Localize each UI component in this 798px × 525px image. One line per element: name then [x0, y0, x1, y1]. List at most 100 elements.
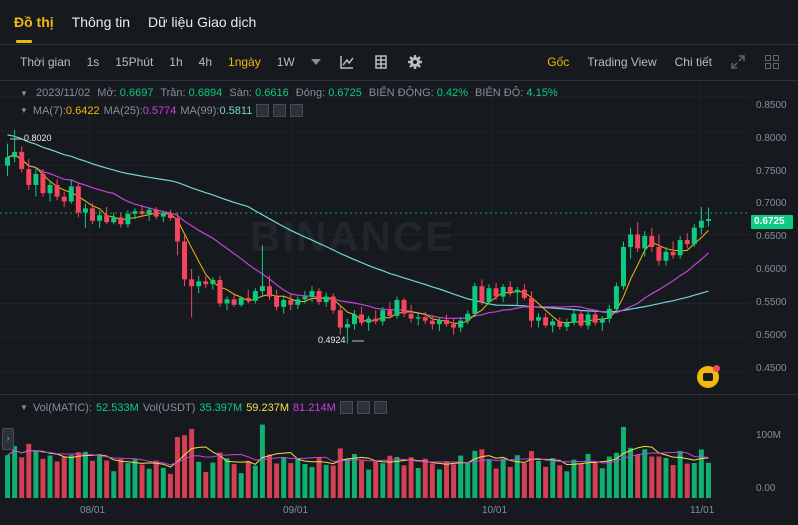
- candle: [82, 208, 88, 213]
- candle: [628, 234, 634, 247]
- volume-bar: [536, 460, 542, 498]
- volume-bar: [698, 449, 704, 498]
- candle: [295, 299, 301, 305]
- view-original[interactable]: Gốc: [547, 55, 570, 69]
- volume-axis[interactable]: 100M 0.00: [750, 395, 798, 503]
- settings-vol-icon[interactable]: [356, 401, 370, 414]
- candle: [288, 300, 294, 305]
- tab-chart[interactable]: Đồ thị: [14, 14, 54, 30]
- close-label: Đóng:: [295, 87, 326, 99]
- candle: [698, 220, 704, 228]
- volume-bar: [621, 426, 626, 498]
- top-tabs: Đồ thị Thông tin Dữ liệu Giao dịch: [0, 0, 798, 44]
- volume-bar: [677, 451, 683, 498]
- interval-1h[interactable]: 1h: [169, 55, 183, 69]
- volume-bar: [224, 458, 230, 498]
- interval-1d[interactable]: 1ngày: [228, 55, 261, 69]
- volume-bar: [281, 457, 287, 498]
- volume-bar: [323, 464, 329, 498]
- assistant-float-button[interactable]: [697, 365, 720, 388]
- volume-bar: [203, 471, 209, 498]
- candle: [613, 286, 619, 309]
- interval-dropdown-icon[interactable]: [310, 59, 321, 65]
- tab-trading-data[interactable]: Dữ liệu Giao dịch: [148, 14, 257, 30]
- close-vol-icon[interactable]: [373, 401, 387, 414]
- candle: [75, 186, 81, 213]
- collapse-caret-icon[interactable]: ▼: [20, 89, 28, 98]
- candle: [68, 186, 74, 202]
- view-detail[interactable]: Chi tiết: [674, 55, 712, 69]
- volume-bar: [132, 459, 138, 498]
- candle: [514, 289, 520, 293]
- interval-4h[interactable]: 4h: [198, 55, 213, 69]
- candle: [585, 314, 591, 326]
- active-tab-underline: [16, 40, 32, 43]
- interval-1s[interactable]: 1s: [86, 55, 100, 69]
- interval-15m[interactable]: 15Phút: [115, 55, 154, 69]
- candle: [465, 313, 471, 321]
- settings-ma-icon[interactable]: [273, 104, 287, 117]
- candle: [401, 300, 407, 314]
- candle: [415, 317, 421, 319]
- volume-bar: [429, 463, 435, 498]
- candle: [663, 251, 669, 261]
- volume-bar: [238, 473, 244, 498]
- volume-bar: [528, 451, 534, 498]
- ma7-label: MA(7):: [32, 104, 66, 117]
- gear-icon[interactable]: [407, 54, 423, 70]
- candle: [486, 288, 492, 303]
- candle: [458, 320, 464, 328]
- candle: [500, 286, 506, 297]
- candle: [316, 291, 322, 303]
- date-axis[interactable]: 08/01 09/01 10/01 11/01: [0, 503, 750, 523]
- hide-vol-icon[interactable]: [339, 401, 353, 414]
- volume-bar: [316, 457, 322, 498]
- candle: [196, 281, 202, 287]
- price-axis[interactable]: 0.8500 0.8000 0.7500 0.7000 0.6500 0.600…: [750, 80, 798, 392]
- tab-info[interactable]: Thông tin: [71, 14, 131, 30]
- candle: [422, 317, 428, 321]
- candle: [436, 319, 442, 325]
- candle: [493, 288, 499, 297]
- volume-bar: [465, 462, 471, 498]
- candle: [12, 151, 18, 158]
- chart-type-icon[interactable]: [373, 54, 389, 70]
- high-value: 0.6894: [188, 87, 223, 99]
- view-tradingview[interactable]: Trading View: [587, 55, 657, 69]
- indicator-icon[interactable]: [339, 54, 355, 70]
- candle: [61, 196, 67, 202]
- candle: [429, 320, 435, 325]
- expand-panel-icon[interactable]: ›: [2, 428, 14, 450]
- amplitude-value: 4.15%: [526, 87, 558, 99]
- expand-icon[interactable]: [730, 54, 746, 70]
- vol-caret-icon[interactable]: ▼: [20, 403, 28, 412]
- ma-caret-icon[interactable]: ▼: [20, 106, 28, 115]
- hide-ma-icon[interactable]: [256, 104, 270, 117]
- volume-bar: [82, 451, 88, 498]
- volume-bar: [656, 456, 662, 498]
- grid-layout-icon[interactable]: [764, 54, 780, 70]
- candle: [408, 313, 414, 319]
- ma25-value: 0.5774: [142, 104, 177, 117]
- close-ma-icon[interactable]: [290, 104, 304, 117]
- interval-1w[interactable]: 1W: [276, 55, 295, 69]
- volume-bar: [578, 463, 584, 498]
- volume-bar: [359, 460, 365, 498]
- high-label: Trần:: [160, 87, 186, 99]
- volume-bar: [259, 424, 265, 498]
- chart-toolbar: Thời gian 1s 15Phút 1h 4h 1ngày 1W Gốc T…: [0, 48, 798, 76]
- vol-matic-label: Vol(MATIC):: [32, 401, 92, 414]
- candle: [267, 286, 272, 297]
- volume-bar: [182, 435, 188, 498]
- volume-bar: [189, 428, 195, 498]
- last-price-tag: 0.6725: [751, 215, 793, 229]
- candle: [705, 219, 711, 221]
- candle: [125, 213, 131, 225]
- price-chart[interactable]: [0, 0, 750, 505]
- vol-tick: 0.00: [756, 483, 776, 494]
- ma7-value: 0.6422: [65, 104, 100, 117]
- volume-bar: [330, 465, 336, 498]
- volume-bar: [146, 468, 152, 498]
- volume-bar: [486, 459, 492, 498]
- volume-bar: [309, 466, 315, 498]
